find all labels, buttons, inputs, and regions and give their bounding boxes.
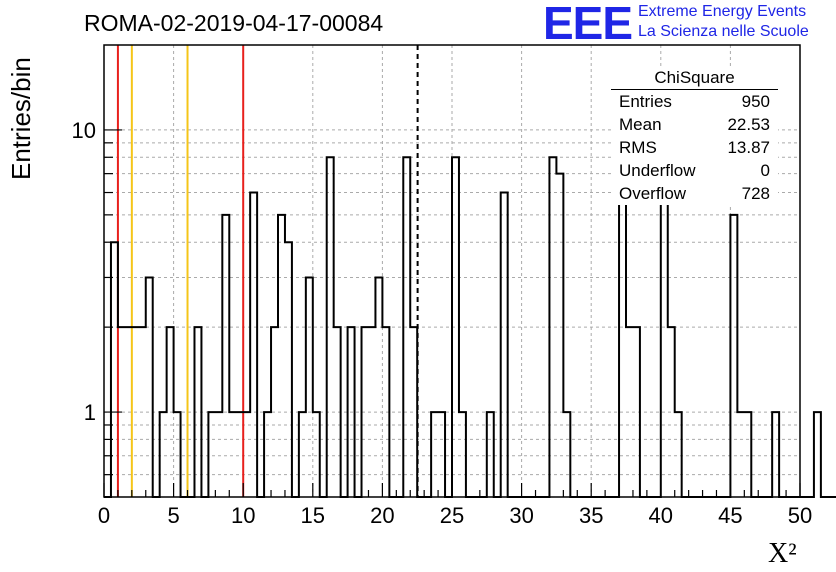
stats-label: Underflow (619, 161, 696, 180)
x-tick-label: 10 (231, 503, 255, 528)
y-tick-label: 1 (84, 400, 96, 425)
x-tick-label: 0 (98, 503, 110, 528)
stats-value: 22.53 (727, 115, 770, 134)
x-tick-label: 40 (649, 503, 673, 528)
eee-logo: EEE (543, 0, 633, 49)
vertical-markers (116, 45, 419, 497)
stats-row-entries: Entries 950 (611, 90, 778, 113)
x-tick-label: 30 (509, 503, 533, 528)
stats-title: ChiSquare (611, 68, 778, 90)
axis-ticks (103, 129, 801, 497)
x-tick-label: 45 (718, 503, 742, 528)
stats-value: 13.87 (727, 138, 770, 157)
stats-label: Entries (619, 92, 672, 111)
x-tick-label: 35 (579, 503, 603, 528)
stats-value: 728 (741, 184, 770, 203)
stats-row-mean: Mean 22.53 (611, 113, 778, 136)
stats-row-overflow: Overflow 728 (611, 182, 778, 205)
x-tick-label: 5 (167, 503, 179, 528)
x-tick-label: 25 (440, 503, 464, 528)
y-tick-label: 10 (72, 118, 96, 143)
x-axis-label: X² (768, 538, 797, 569)
logo-line-2: La Scienza nelle Scuole (638, 23, 809, 40)
stats-value: 0 (760, 161, 770, 180)
x-tick-label: 50 (788, 503, 812, 528)
stats-label: Mean (619, 115, 662, 134)
stats-box: ChiSquare Entries 950 Mean 22.53 RMS 13.… (611, 68, 778, 205)
stats-label: RMS (619, 138, 657, 157)
x-tick-label: 20 (370, 503, 394, 528)
x-tick-label: 15 (301, 503, 325, 528)
logo-line-1: Extreme Energy Events (638, 3, 807, 20)
y-axis-label: Entries/bin (6, 57, 36, 180)
stats-row-underflow: Underflow 0 (611, 159, 778, 182)
stats-value: 950 (741, 92, 770, 111)
stats-row-rms: RMS 13.87 (611, 136, 778, 159)
chart-title: ROMA-02-2019-04-17-00084 (84, 10, 384, 36)
axis-tick-labels: 0 5 10 15 20 25 30 35 40 45 50 1 10 (72, 118, 813, 528)
stats-label: Overflow (619, 184, 687, 203)
